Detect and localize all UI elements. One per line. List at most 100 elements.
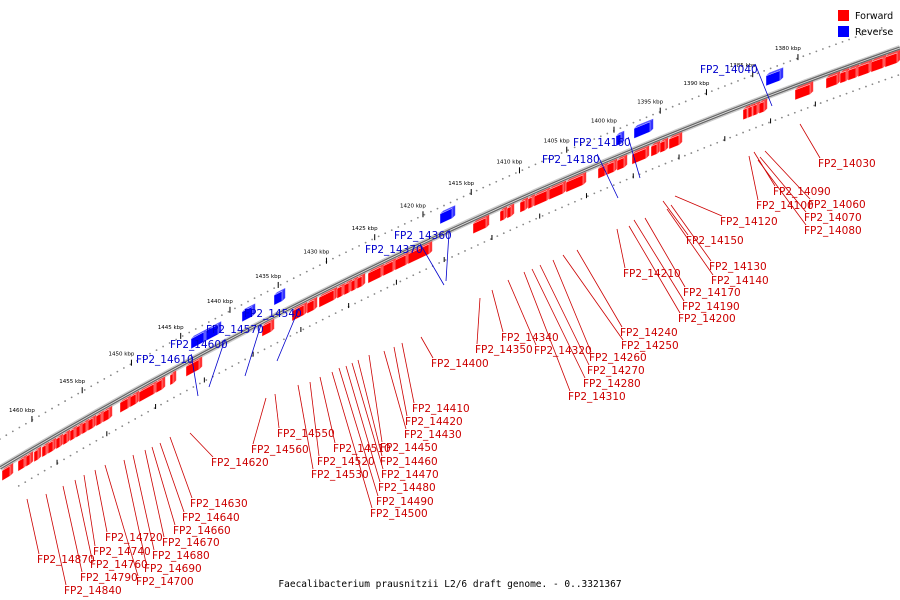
lower-ruler-dot [606, 186, 609, 189]
gene-block-side [30, 451, 34, 465]
gene-label: FP2_14840 [64, 585, 122, 597]
lower-ruler-dot [787, 114, 790, 117]
gene-label: FP2_14090 [773, 186, 831, 198]
lower-ruler-dot [839, 95, 841, 97]
gene-label: FP2_14470 [381, 469, 439, 481]
gene-label: FP2_14690 [144, 563, 202, 575]
gene-block-top [534, 187, 551, 197]
lower-ruler-dot [354, 302, 356, 305]
upper-ruler-dot [155, 349, 158, 351]
upper-ruler-dot [168, 342, 171, 344]
lower-ruler-dot [813, 104, 816, 107]
upper-ruler-dot [260, 293, 262, 296]
gene-block-top [130, 390, 140, 398]
gene-label: FP2_14400 [431, 358, 489, 370]
upper-ruler-dot [403, 223, 406, 225]
lower-ruler-dot [24, 481, 27, 484]
gene-block [62, 432, 68, 446]
gene-block [633, 121, 651, 139]
leader-line [169, 436, 193, 499]
upper-ruler-dot [782, 62, 785, 65]
gene-block [205, 324, 219, 342]
leader-line [62, 485, 83, 573]
upper-ruler-dot [717, 87, 720, 90]
gene-block-top [357, 273, 366, 279]
gene-block [506, 206, 512, 219]
upper-ruler-dot [652, 113, 654, 116]
leader-line [309, 381, 320, 457]
upper-ruler-dot [482, 186, 485, 189]
gene-block-top [344, 279, 353, 286]
lower-ruler-dot [63, 458, 65, 461]
lower-ruler-dot [664, 162, 667, 165]
gene-block [102, 408, 110, 423]
gene-block-top [871, 54, 887, 63]
lower-ruler-dot [774, 119, 777, 122]
upper-ruler-dot [475, 189, 478, 192]
gene-block [17, 457, 25, 472]
lower-ruler-dot [89, 443, 91, 446]
lower-ruler-dot [826, 99, 829, 102]
upper-ruler-dot [861, 33, 864, 36]
tick-label: 1380 kbp [775, 46, 801, 52]
gene-block [839, 70, 847, 84]
upper-ruler-dot [109, 374, 112, 377]
leader-line [368, 354, 383, 443]
gene-label: FP2_14190 [682, 301, 740, 313]
lower-ruler-dot [793, 111, 796, 114]
leader-line [383, 350, 407, 430]
lower-ruler-dot [276, 341, 279, 344]
leader-line [754, 63, 773, 107]
gene-label: FP2_14670 [162, 537, 220, 549]
gene-label: FP2_14600 [170, 339, 228, 351]
gene-block [499, 209, 505, 222]
lower-ruler-dot [308, 325, 311, 328]
gene-block [857, 62, 870, 78]
gene-block [1, 465, 11, 482]
upper-ruler-dot [207, 321, 210, 323]
gene-block-top [748, 103, 756, 108]
gene-block-side [897, 50, 900, 64]
upper-ruler-dot [704, 92, 707, 95]
gene-block-top [634, 118, 654, 129]
leader-line [274, 393, 280, 429]
tick-label: 1435 kbp [255, 274, 281, 280]
legend: Forward Reverse [838, 10, 893, 38]
gene-label: FP2_14500 [370, 508, 428, 520]
lower-ruler-dot [418, 271, 421, 274]
leader-line [476, 297, 481, 345]
upper-ruler-dot [194, 328, 197, 330]
lower-ruler-dot [858, 88, 861, 90]
lower-ruler-dot [444, 259, 447, 261]
upper-ruler-dot [227, 310, 230, 313]
gene-block-top [440, 205, 456, 214]
upper-ruler-dot [38, 415, 40, 418]
gene-block-top [319, 286, 338, 298]
gene-label: FP2_14620 [211, 457, 269, 469]
lower-ruler-dot [315, 321, 318, 324]
upper-ruler-dot [828, 45, 831, 48]
gene-label: FP2_14120 [720, 216, 778, 228]
gene-block-side [563, 180, 567, 194]
gene-block-side [621, 130, 625, 144]
legend-label: Forward [855, 11, 893, 22]
upper-ruler-dot [776, 65, 779, 67]
leader-line [674, 195, 723, 217]
lower-ruler-dot [509, 229, 512, 232]
upper-ruler-dot [815, 50, 818, 53]
gene-block [597, 165, 606, 179]
lower-ruler-dot [658, 165, 660, 168]
gene-block-top [408, 240, 433, 255]
upper-ruler-dot [416, 216, 419, 219]
lower-ruler-dot [43, 469, 46, 472]
leader-line [748, 155, 759, 201]
gene-label: FP2_14040 [700, 64, 758, 76]
lower-ruler-dot [134, 418, 137, 420]
leader-line [616, 228, 626, 269]
gene-block-side [314, 296, 318, 310]
upper-ruler-dot [580, 143, 583, 146]
lower-ruler-dot [464, 250, 466, 252]
upper-ruler-dot [632, 121, 635, 124]
leader-line [401, 342, 415, 404]
lower-ruler-dot [897, 74, 900, 76]
